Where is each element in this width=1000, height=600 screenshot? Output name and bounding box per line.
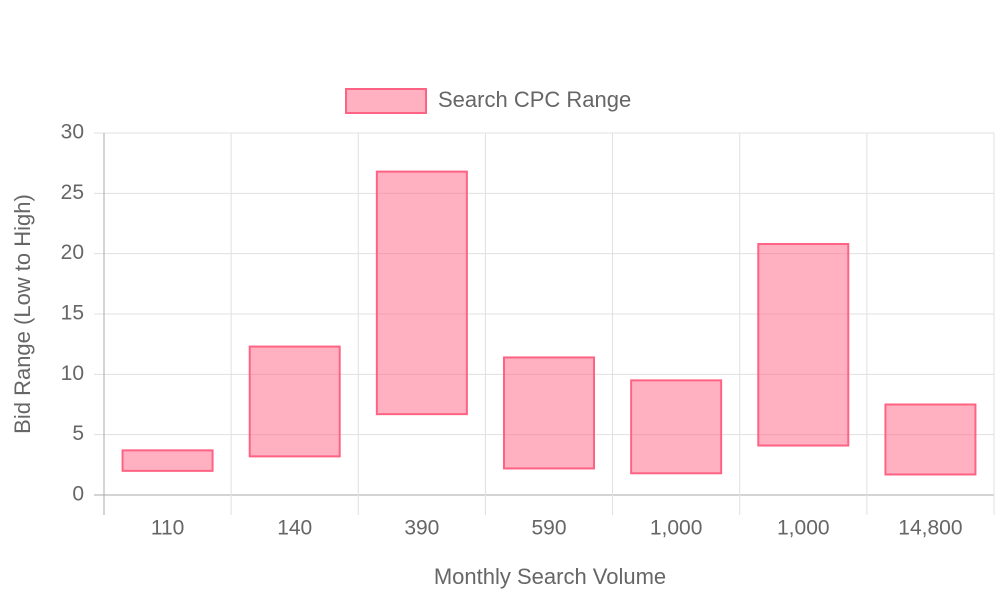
- y-tick-label: 0: [72, 483, 84, 506]
- x-tick-label: 140: [277, 517, 312, 540]
- bar: [248, 345, 341, 458]
- x-tick-label: 1,000: [650, 517, 703, 540]
- y-tick-label: 5: [72, 422, 84, 445]
- bar: [757, 243, 850, 447]
- y-tick-label: 25: [61, 181, 84, 204]
- bar: [503, 356, 595, 470]
- x-axis-title: Monthly Search Volume: [434, 564, 666, 589]
- legend-label: Search CPC Range: [438, 87, 631, 112]
- y-axis-title: Bid Range (Low to High): [10, 194, 35, 434]
- x-tick-label: 1,000: [777, 517, 830, 540]
- y-tick-label: 10: [61, 362, 84, 385]
- x-tick-label: 590: [531, 517, 566, 540]
- x-tick-label: 14,800: [898, 517, 962, 540]
- x-tick-label: 110: [151, 517, 184, 540]
- legend-swatch: [345, 88, 427, 114]
- y-tick-label: 20: [61, 241, 84, 264]
- bar: [884, 403, 977, 476]
- x-tick-label: 390: [404, 517, 439, 540]
- bar: [375, 170, 468, 416]
- bar: [630, 379, 723, 475]
- bar: [121, 449, 214, 472]
- y-tick-label: 15: [61, 302, 84, 325]
- y-tick-label: 30: [61, 121, 84, 144]
